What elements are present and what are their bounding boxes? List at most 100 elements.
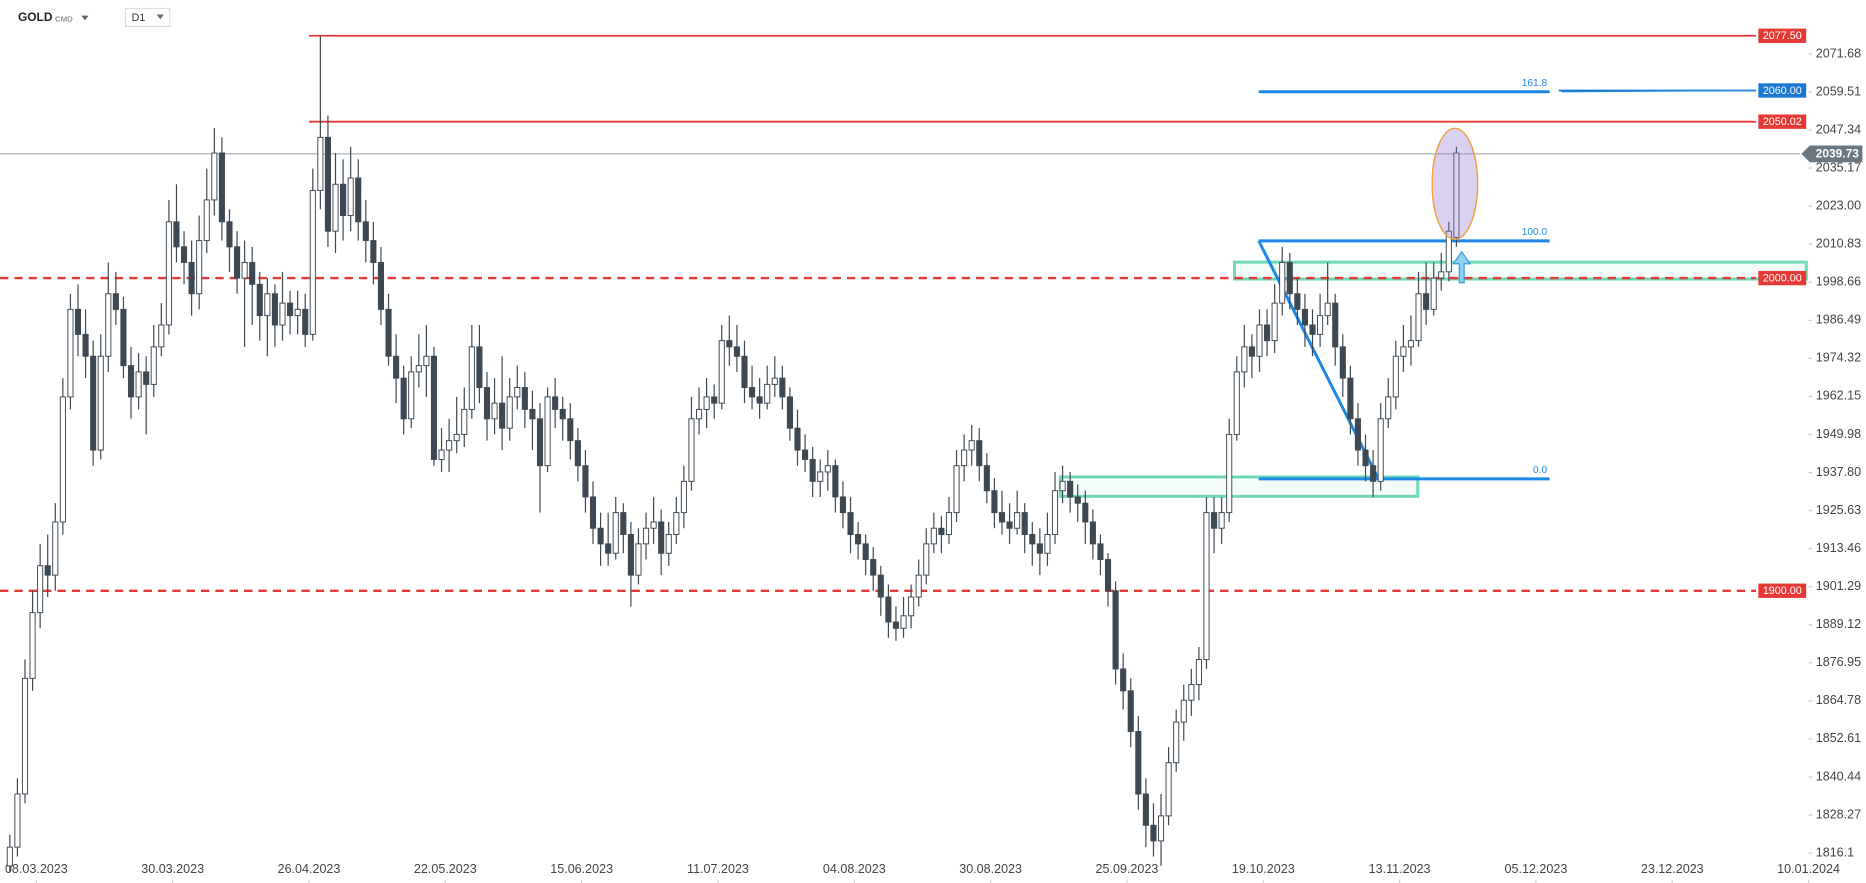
candle-body <box>423 355 430 367</box>
candle-body <box>802 449 809 460</box>
candle-body <box>703 396 710 410</box>
y-tick-label: 2047.34 <box>1816 122 1861 136</box>
candle-body <box>915 574 922 598</box>
y-tick-label: 1986.49 <box>1816 313 1861 327</box>
candle-body <box>499 402 506 429</box>
candle-body <box>1324 302 1331 317</box>
timeframe-box[interactable] <box>124 7 171 28</box>
x-tick-label: 30.03.2023 <box>141 862 204 876</box>
candle-body <box>756 396 763 404</box>
level-label: 2060.00 <box>1763 85 1802 97</box>
candle-body <box>271 293 278 326</box>
candle-body <box>1392 355 1399 398</box>
candle-body <box>589 496 597 529</box>
x-tick-label: 19.10.2023 <box>1232 862 1295 876</box>
candle-body <box>870 559 877 576</box>
y-tick-label: 1852.61 <box>1816 731 1861 745</box>
candle-body <box>1362 449 1369 467</box>
candle-body <box>90 355 97 451</box>
current-price-label: 2039.73 <box>1816 147 1860 161</box>
level-label-box <box>1758 83 1807 98</box>
candle-body <box>855 534 862 545</box>
level-label: 2000.00 <box>1763 273 1802 285</box>
candle-body <box>355 177 362 223</box>
candle-body <box>302 308 309 335</box>
y-tick-label: 1889.12 <box>1816 617 1861 631</box>
candle-body <box>771 377 778 385</box>
candle-body <box>1112 590 1119 670</box>
candle-body <box>105 293 112 357</box>
candle-body <box>1142 793 1149 826</box>
candle-body <box>29 612 36 679</box>
x-tick-label: 25.09.2023 <box>1096 862 1159 876</box>
candle-body <box>976 440 983 467</box>
candle-body <box>14 793 21 848</box>
candle-body <box>203 199 210 242</box>
candle-body <box>1332 302 1339 348</box>
candle-body <box>196 240 203 295</box>
candle-body <box>544 396 551 467</box>
candle-body <box>832 465 839 498</box>
candle-body <box>1097 543 1104 560</box>
candle-body <box>567 418 574 442</box>
support-zone <box>1233 260 1808 281</box>
candle-body <box>673 512 680 535</box>
candle-body <box>605 543 612 554</box>
y-tick-label: 1962.15 <box>1816 389 1861 403</box>
x-tick-label: 10.01.2024 <box>1777 862 1840 876</box>
candle-body <box>1370 465 1377 482</box>
candle-body <box>1241 346 1248 373</box>
candle-body <box>415 365 422 373</box>
timeframe[interactable]: D1 <box>132 12 146 24</box>
candle-body <box>680 480 687 514</box>
plot: 2071.68 2059.51 2047.34 2035.17 2023.00 2010.… <box>0 28 1863 883</box>
x-tick-label: 15.06.2023 <box>550 862 613 876</box>
candle-body <box>234 246 241 279</box>
candle-body <box>552 396 559 410</box>
candle-body <box>1347 377 1354 420</box>
timeframe-dropdown[interactable] <box>156 14 164 20</box>
candle-body <box>521 387 528 410</box>
level-label: 1900.00 <box>1763 585 1802 597</box>
candle-body <box>1271 302 1278 342</box>
candle-body <box>294 308 301 317</box>
candle-body <box>1165 762 1172 817</box>
fib-label: 161.8 <box>1522 78 1548 89</box>
candle-body <box>476 346 483 389</box>
candle-body <box>536 418 544 467</box>
candle-body <box>1279 261 1286 304</box>
x-tick-label: 04.08.2023 <box>823 862 886 876</box>
y-tick-label: 1816.1 <box>1816 845 1854 859</box>
x-tick-label: 05.12.2023 <box>1505 862 1568 876</box>
candle-body <box>824 465 831 473</box>
candle-body <box>1150 824 1157 842</box>
candle-body <box>279 302 286 326</box>
symbol[interactable]: GOLD <box>18 10 53 24</box>
y-tick-label: 1901.29 <box>1816 579 1861 593</box>
candle-body <box>839 496 846 514</box>
candle-body <box>309 190 316 335</box>
candle-body <box>1309 324 1316 335</box>
candle-body <box>44 565 51 576</box>
candle-body <box>1301 308 1308 326</box>
candle-body <box>1294 293 1301 310</box>
candle-body <box>862 543 869 560</box>
candle-body <box>1264 324 1271 342</box>
candle-body <box>385 308 392 357</box>
candle-body <box>82 333 89 357</box>
y-tick-label: 1998.66 <box>1816 275 1861 289</box>
candle-body <box>612 512 619 554</box>
candle-body <box>377 261 385 310</box>
x-tick-label: 11.07.2023 <box>687 862 749 876</box>
level-label: 2050.02 <box>1763 116 1802 128</box>
candle-body <box>52 521 59 576</box>
symbol-dropdown[interactable] <box>81 15 89 21</box>
candle-body <box>1104 559 1112 592</box>
candle-body <box>120 308 127 367</box>
candle-body <box>1400 346 1407 357</box>
y-tick-label: 2071.68 <box>1816 46 1861 60</box>
candle-body <box>1256 324 1263 357</box>
candle-body <box>74 308 82 335</box>
candle-body <box>574 440 581 467</box>
